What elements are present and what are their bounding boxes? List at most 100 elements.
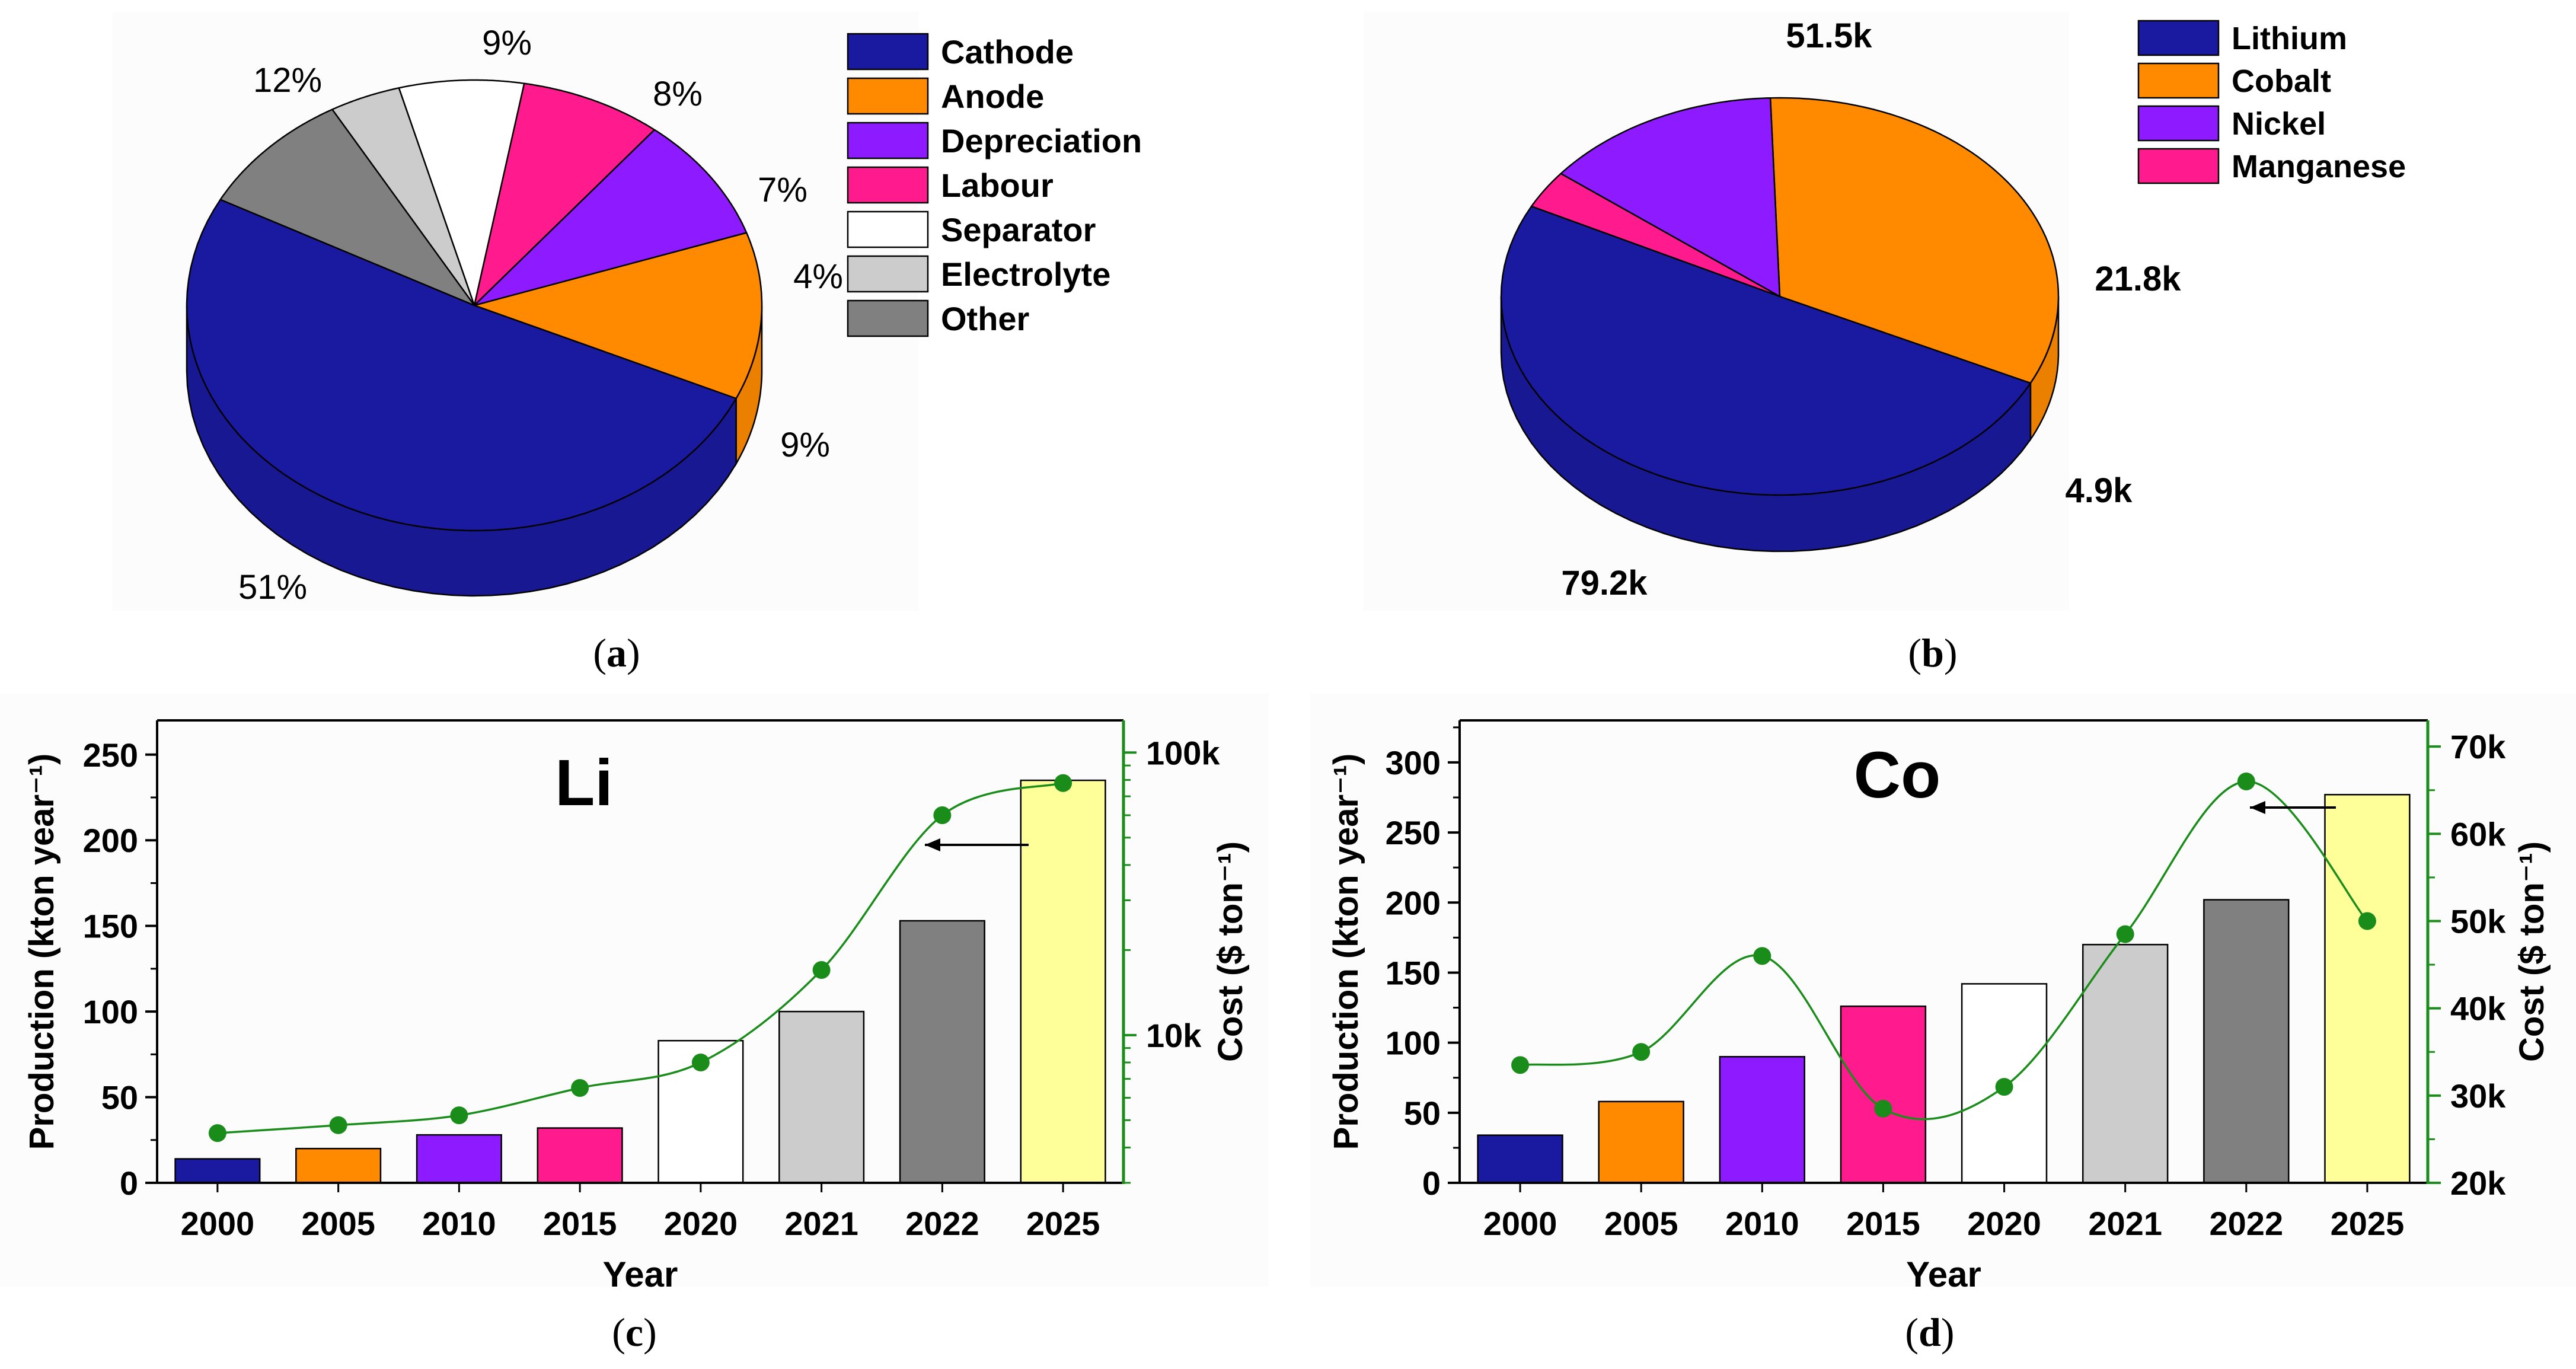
ytick-labeld-300: 300 xyxy=(1386,744,1441,781)
xtick-labeld-2021: 2021 xyxy=(2088,1205,2162,1242)
pieb-label-cobalt: 51.5k xyxy=(1786,17,1872,55)
xtick-labeld-2025: 2025 xyxy=(2331,1205,2405,1242)
bard-2021 xyxy=(2082,943,2169,1184)
legenda-label-other: Other xyxy=(941,300,1029,337)
xtick-labelc-2010: 2010 xyxy=(422,1205,496,1242)
chart-titled: Co xyxy=(1854,739,1941,812)
ytick-labeld-100: 100 xyxy=(1386,1025,1441,1062)
legenda-swatch-separator xyxy=(847,210,929,248)
xtick-labelc-2022: 2022 xyxy=(905,1205,979,1242)
pie-chart-a: 51% 12% 9% 8% 7% 4% 9% Cathode Anode Depreciation… xyxy=(186,24,1142,607)
legendb-swatch-lithium xyxy=(2137,20,2220,56)
legenda-label-electrolyte: Electrolyte xyxy=(941,256,1110,293)
y2tick-labelc-10k: 10k xyxy=(1146,1017,1202,1054)
legenda-swatch-labour xyxy=(847,166,929,204)
pieb-label-manganese: 4.9k xyxy=(2066,471,2133,510)
caption-d: (d) xyxy=(1905,1310,1954,1355)
y2labeld: Cost ($ ton⁻¹) xyxy=(2513,841,2551,1062)
pieb-label-nickel: 21.8k xyxy=(2095,260,2181,298)
svg-text:(b): (b) xyxy=(1908,630,1957,675)
pieb-slice-nickel xyxy=(1560,97,1781,298)
arrowd-head xyxy=(2250,801,2265,814)
ytick-labelc-100: 100 xyxy=(83,993,138,1030)
piea-slice-depreciation xyxy=(473,129,748,307)
y2labelc: Cost ($ ton⁻¹) xyxy=(1211,841,1250,1062)
ytick-labeld-50: 50 xyxy=(1404,1094,1441,1132)
barc-2021 xyxy=(778,1010,865,1184)
pieb-slice-cobalt xyxy=(1769,97,2060,384)
chart-titlec: Li xyxy=(555,746,613,819)
xtick-labelc-2015: 2015 xyxy=(543,1205,617,1242)
legendb-swatch-cobalt xyxy=(2137,62,2220,99)
bard-2025 xyxy=(2324,794,2411,1184)
xtick-labelc-2000: 2000 xyxy=(181,1205,255,1242)
cost-pointc-2000 xyxy=(208,1124,226,1143)
cost-pointd-2021 xyxy=(2116,925,2134,943)
bard-2022 xyxy=(2203,899,2290,1184)
legenda-swatch-electrolyte xyxy=(847,255,929,293)
legenda-label-labour: Labour xyxy=(941,167,1054,204)
cost-pointc-2021 xyxy=(812,961,831,979)
cost-pointd-2025 xyxy=(2358,912,2376,930)
xtick-labeld-2020: 2020 xyxy=(1967,1205,2041,1242)
xtick-labelc-2020: 2020 xyxy=(664,1205,738,1242)
pie-chart-b: 79.2k 51.5k 21.8k 4.9k Lithium Cobalt Nickel Ma… xyxy=(1500,17,2406,602)
pieb-label-lithium: 79.2k xyxy=(1561,564,1648,602)
cost-linec xyxy=(217,782,1064,1134)
ylabelc: Production (kton year⁻¹) xyxy=(23,754,61,1150)
ytick-labeld-200: 200 xyxy=(1386,884,1441,921)
ytick-labelc-200: 200 xyxy=(83,822,138,859)
barc-2000 xyxy=(174,1158,261,1184)
legenda-label-depreciation: Depreciation xyxy=(941,122,1142,159)
xlabeld: Year xyxy=(1906,1255,1981,1294)
cost-pointc-2005 xyxy=(329,1116,347,1134)
barc-2005 xyxy=(295,1147,382,1184)
ytick-labelc-50: 50 xyxy=(101,1079,138,1116)
ytick-labelc-0: 0 xyxy=(120,1164,138,1202)
caption-a: (a) xyxy=(593,630,640,675)
cost-pointd-2005 xyxy=(1632,1043,1651,1061)
xtick-labeld-2000: 2000 xyxy=(1483,1205,1557,1242)
cost-pointd-2022 xyxy=(2237,773,2255,791)
xtick-labelc-2005: 2005 xyxy=(301,1205,375,1242)
caption-c: (c) xyxy=(612,1310,657,1355)
arrowc-head xyxy=(925,838,940,851)
xtick-labelc-2025: 2025 xyxy=(1026,1205,1100,1242)
xtick-labeld-2010: 2010 xyxy=(1725,1205,1799,1242)
barc-2022 xyxy=(899,920,985,1184)
bard-2015 xyxy=(1840,1005,1927,1184)
cost-pointd-2015 xyxy=(1874,1099,1892,1118)
cost-pointd-2010 xyxy=(1753,947,1771,965)
caption-c-letter: c xyxy=(625,1310,643,1355)
cost-pointd-2020 xyxy=(1995,1078,2013,1096)
y2tick-labeld-30k: 30k xyxy=(2450,1077,2506,1115)
legendb-swatch-nickel xyxy=(2137,105,2220,142)
piea-slice-labour xyxy=(473,82,656,307)
bard-2005 xyxy=(1598,1100,1684,1184)
caption-d-letter: d xyxy=(1919,1310,1941,1355)
bard-2010 xyxy=(1719,1056,1806,1184)
y2tick-labeld-60k: 60k xyxy=(2450,815,2506,853)
caption-a-letter: a xyxy=(607,630,627,675)
piea-slice-cathode xyxy=(186,199,737,532)
xtick-labeld-2022: 2022 xyxy=(2210,1205,2284,1242)
legendb-label-manganese: Manganese xyxy=(2232,149,2406,184)
y2tick-labeld-40k: 40k xyxy=(2450,990,2506,1027)
legenda-label-separator: Separator xyxy=(941,211,1096,248)
xtick-labeld-2015: 2015 xyxy=(1846,1205,1920,1242)
bard-2000 xyxy=(1477,1134,1563,1184)
piea-label-anode: 12% xyxy=(253,61,322,100)
piea-slice-other xyxy=(219,109,475,307)
ytick-labelc-150: 150 xyxy=(83,908,138,945)
xtick-labeld-2005: 2005 xyxy=(1604,1205,1678,1242)
cost-pointc-2010 xyxy=(450,1106,468,1125)
legendb-label-nickel: Nickel xyxy=(2232,106,2326,142)
legendb-label-lithium: Lithium xyxy=(2232,21,2347,56)
legenda-swatch-depreciation xyxy=(847,122,929,159)
piea-label-electrolyte: 4% xyxy=(793,257,843,296)
cost-pointc-2022 xyxy=(933,806,952,825)
piea-slice-anode xyxy=(473,232,763,400)
ytick-labelc-250: 250 xyxy=(83,736,138,774)
legenda-swatch-cathode xyxy=(847,33,929,71)
